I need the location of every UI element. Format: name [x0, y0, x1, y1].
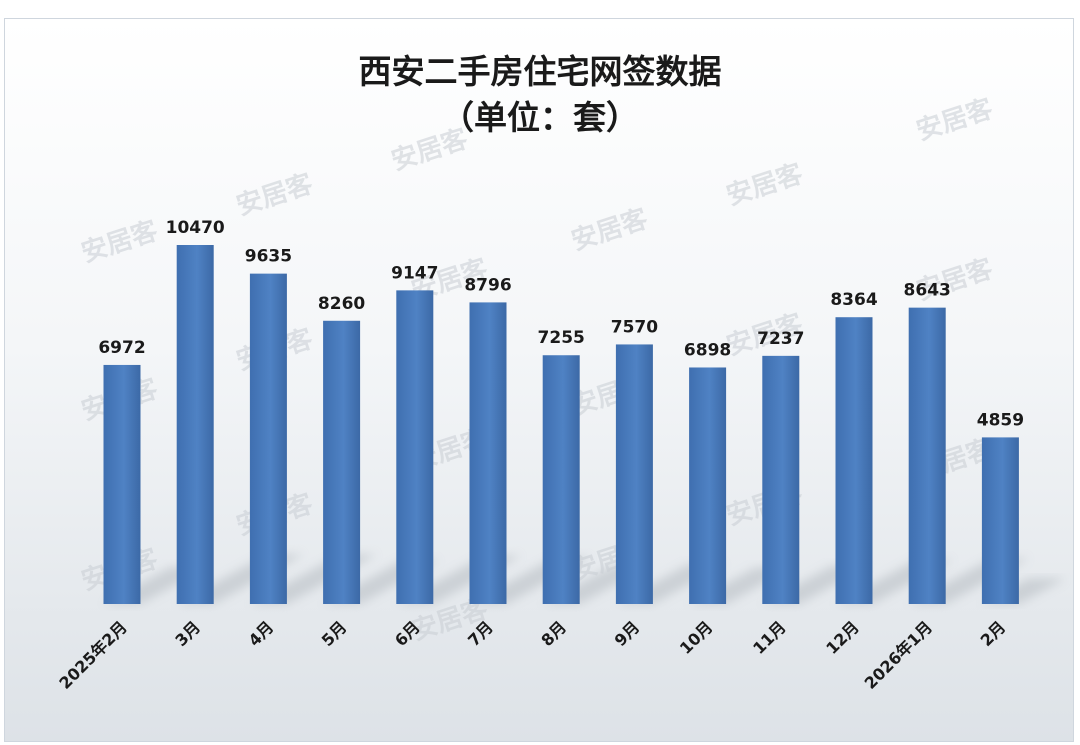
- watermark-text: 安居客: [913, 93, 998, 147]
- value-label: 8643: [904, 281, 951, 301]
- bar: [249, 273, 287, 604]
- value-label: 9147: [391, 263, 438, 283]
- chart-title: 西安二手房住宅网签数据: [358, 52, 722, 91]
- chart-subtitle: （单位：套）: [441, 98, 639, 137]
- x-tick-label: 5月: [318, 617, 351, 650]
- bar: [396, 290, 434, 604]
- watermark-text: 安居客: [568, 203, 653, 257]
- value-label: 7255: [538, 328, 585, 348]
- watermark-text: 安居客: [388, 123, 473, 177]
- value-label: 7237: [757, 329, 804, 349]
- bar: [762, 355, 800, 604]
- value-label: 6898: [684, 340, 731, 360]
- value-label: 10470: [166, 218, 225, 238]
- bars: [103, 245, 1019, 604]
- value-label: 9635: [245, 247, 292, 267]
- value-labels: 6972 10470 9635 8260 9147 8796 7255 7570 6898 723…: [98, 218, 1024, 430]
- bar: [176, 245, 214, 604]
- x-tick-label: 11月: [749, 617, 790, 658]
- x-tick-label: 9月: [611, 617, 644, 650]
- bar: [542, 355, 580, 604]
- bar: [689, 367, 727, 604]
- x-tick-label: 4月: [245, 617, 278, 650]
- bar: [103, 364, 141, 604]
- bar: [615, 344, 653, 604]
- value-label: 7570: [611, 317, 658, 337]
- x-tick-label: 12月: [822, 617, 863, 658]
- watermark-text: 安居客: [233, 168, 318, 222]
- x-tick-label: 8月: [537, 617, 570, 650]
- value-label: 8364: [830, 290, 877, 310]
- x-tick-label: 10月: [676, 617, 717, 658]
- x-tick-label: 3月: [171, 617, 204, 650]
- value-label: 8260: [318, 294, 365, 314]
- value-label: 6972: [98, 338, 145, 358]
- x-tick-label: 2月: [977, 617, 1010, 650]
- value-label: 8796: [464, 275, 511, 295]
- watermark-text: 安居客: [723, 158, 808, 212]
- x-tick-label: 2025年2月: [55, 617, 130, 692]
- bar: [981, 437, 1019, 604]
- bar: [908, 307, 946, 604]
- value-label: 4859: [977, 410, 1024, 430]
- bar: [323, 320, 361, 604]
- watermark-text: 安居客: [78, 215, 163, 269]
- x-tick-label: 2026年1月: [861, 617, 936, 692]
- bar: [469, 302, 507, 604]
- bar: [835, 317, 873, 604]
